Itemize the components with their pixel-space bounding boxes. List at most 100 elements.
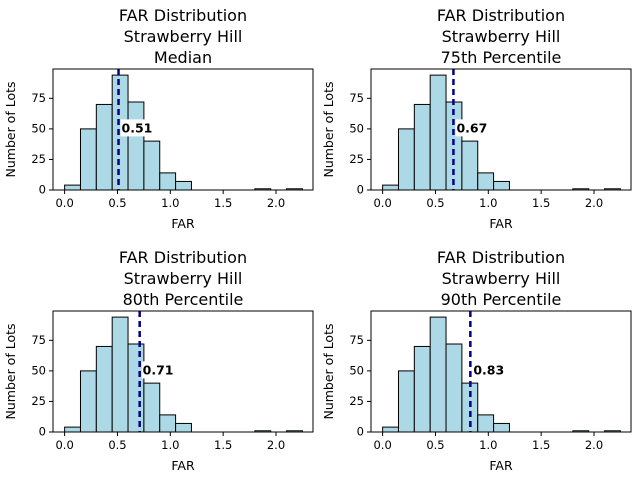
y-tick-label: 0 (357, 425, 364, 439)
histogram-bar (429, 74, 447, 191)
histogram-bar (397, 370, 415, 433)
y-tick-label: 50 (31, 363, 46, 377)
histogram-bar (111, 316, 129, 433)
y-tick-label: 50 (31, 121, 46, 135)
histogram-bar (382, 184, 399, 191)
value-annotation: 0.51 (122, 120, 153, 135)
histogram-bar (413, 103, 431, 191)
annotation-background (141, 361, 175, 379)
y-tick-label: 75 (31, 333, 46, 347)
value-annotation: 0.83 (473, 362, 504, 377)
chart-title-line: FAR Distribution (437, 248, 565, 267)
x-axis-label: FAR (171, 458, 195, 473)
y-tick-label: 25 (349, 394, 364, 408)
y-tick-label: 25 (31, 152, 46, 166)
annotation-background (455, 119, 489, 137)
histogram-bar (175, 180, 192, 191)
histogram-bar (64, 426, 81, 433)
x-tick-label: 2.0 (267, 196, 285, 210)
x-tick-label: 1.0 (161, 438, 179, 452)
histogram-bar (64, 184, 81, 191)
chart-title-line: 80th Percentile (123, 290, 244, 309)
histogram-bar (461, 140, 479, 191)
histogram-bar (413, 345, 431, 433)
chart-title-line: FAR Distribution (437, 6, 565, 25)
y-tick-label: 75 (349, 333, 364, 347)
x-tick-label: 0.5 (426, 438, 444, 452)
axes-frame (52, 310, 314, 433)
value-annotation: 0.67 (456, 120, 487, 135)
y-tick-label: 0 (39, 425, 46, 439)
y-axis-label: Number of Lots (321, 81, 336, 177)
value-annotation: 0.71 (143, 362, 174, 377)
histogram-bar (445, 343, 463, 433)
histogram-bar (493, 180, 510, 191)
x-tick-label: 1.5 (214, 438, 232, 452)
axes-frame (52, 68, 314, 191)
x-tick-label: 0.0 (55, 196, 73, 210)
histogram-bar (79, 128, 97, 191)
chart-panel-4: FAR Distribution Strawberry Hill 90th Perc… (321, 248, 632, 473)
histogram-bar (143, 140, 161, 191)
histogram-bar (95, 103, 113, 191)
y-tick-label: 50 (349, 363, 364, 377)
histogram-bar (493, 422, 510, 433)
axes-frame (370, 310, 632, 433)
y-tick-label: 75 (349, 91, 364, 105)
histogram-bar (175, 422, 192, 433)
chart-title-line: FAR Distribution (119, 6, 247, 25)
histogram-bar (397, 128, 415, 191)
histogram-bar (429, 316, 447, 433)
chart-title-line: Strawberry Hill (124, 27, 243, 46)
x-tick-label: 2.0 (585, 438, 603, 452)
x-tick-label: 0.5 (108, 196, 126, 210)
chart-panel-1: FAR Distribution Strawberry Hill Median 0.5… (3, 6, 314, 231)
x-tick-label: 2.0 (267, 438, 285, 452)
histogram-bar (477, 172, 495, 191)
histogram-bar (159, 414, 177, 433)
histogram-bar (445, 101, 463, 191)
x-tick-label: 0.5 (108, 438, 126, 452)
histogram-bar (143, 382, 161, 433)
chart-title-line: Strawberry Hill (442, 27, 561, 46)
chart-title-line: 90th Percentile (441, 290, 562, 309)
histogram-bar (95, 345, 113, 433)
annotation-background (120, 119, 154, 137)
y-tick-label: 0 (357, 183, 364, 197)
x-tick-label: 1.0 (161, 196, 179, 210)
chart-title-line: FAR Distribution (119, 248, 247, 267)
histogram-bar (127, 101, 145, 191)
chart-panel-2: FAR Distribution Strawberry Hill 75th Perc… (321, 6, 632, 231)
chart-title-line: Strawberry Hill (442, 269, 561, 288)
histogram-bar (159, 172, 177, 191)
x-axis-label: FAR (489, 216, 513, 231)
chart-title-line: Strawberry Hill (124, 269, 243, 288)
x-tick-label: 0.0 (373, 196, 391, 210)
x-axis-label: FAR (489, 458, 513, 473)
y-tick-label: 0 (39, 183, 46, 197)
chart-title-line: Median (154, 48, 212, 67)
chart-panel-3: FAR Distribution Strawberry Hill 80th Perc… (3, 248, 314, 473)
histogram-bar (382, 426, 399, 433)
x-tick-label: 1.5 (532, 438, 550, 452)
x-tick-label: 1.0 (479, 438, 497, 452)
chart-title-line: 75th Percentile (441, 48, 562, 67)
y-tick-label: 25 (349, 152, 364, 166)
x-tick-label: 1.5 (214, 196, 232, 210)
y-tick-label: 25 (31, 394, 46, 408)
x-tick-label: 0.0 (55, 438, 73, 452)
x-tick-label: 2.0 (585, 196, 603, 210)
y-tick-label: 75 (31, 91, 46, 105)
histogram-bar (127, 343, 145, 433)
axes-frame (370, 68, 632, 191)
y-axis-label: Number of Lots (3, 81, 18, 177)
y-axis-label: Number of Lots (3, 323, 18, 419)
x-tick-label: 0.0 (373, 438, 391, 452)
x-tick-label: 0.5 (426, 196, 444, 210)
x-tick-label: 1.5 (532, 196, 550, 210)
histogram-bar (477, 414, 495, 433)
x-tick-label: 1.0 (479, 196, 497, 210)
histogram-bar (79, 370, 97, 433)
y-axis-label: Number of Lots (321, 323, 336, 419)
